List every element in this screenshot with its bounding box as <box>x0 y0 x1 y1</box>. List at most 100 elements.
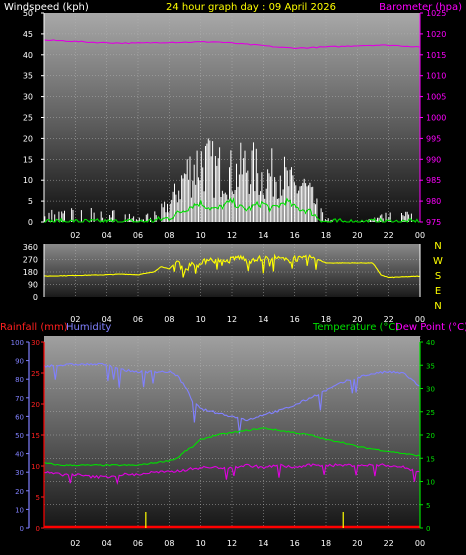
x-tick-label: 10 <box>196 231 206 240</box>
rainfall-tick-label: 0 <box>36 525 40 533</box>
compass-label: N <box>434 241 441 252</box>
wind-tick-label: 5 <box>28 197 33 206</box>
direction-tick-label: 180 <box>23 268 38 277</box>
direction-tick-label: 0 <box>33 293 38 302</box>
compass-label: S <box>435 271 441 282</box>
dewpoint-axis-label: Dew Point (°C) <box>395 322 466 333</box>
barometer-tick-label: 1005 <box>426 93 446 102</box>
wind-average-line <box>44 197 420 224</box>
x-tick-label: 02 <box>70 315 80 324</box>
barometer-tick-label: 975 <box>426 218 441 227</box>
barometer-axis-label: Barometer (hpa) <box>379 2 462 13</box>
humidity-line <box>43 362 421 434</box>
wind-tick-label: 40 <box>23 51 33 60</box>
chart-title: 24 hour graph day : 09 April 2026 <box>166 2 336 13</box>
humidity-tick-label: 30 <box>15 469 24 477</box>
barometer-tick-label: 990 <box>426 155 441 164</box>
compass-label: W <box>433 256 443 267</box>
x-tick-label: 22 <box>384 315 394 324</box>
barometer-tick-label: 1015 <box>426 51 446 60</box>
x-tick-label: 14 <box>258 315 268 324</box>
wind-tick-label: 30 <box>23 93 33 102</box>
compass-label: E <box>435 286 441 297</box>
x-tick-label: 18 <box>321 231 331 240</box>
wind-tick-label: 20 <box>23 134 33 143</box>
x-tick-label: 20 <box>352 539 362 548</box>
x-tick-label: 00 <box>415 315 425 324</box>
wind-tick-label: 35 <box>23 72 33 81</box>
humidity-tick-label: 20 <box>15 488 24 496</box>
x-tick-label: 04 <box>102 231 112 240</box>
x-tick-label: 06 <box>133 231 143 240</box>
temperature-tick-label: 40 <box>426 339 435 347</box>
x-tick-label: 16 <box>290 231 300 240</box>
x-tick-label: 10 <box>196 315 206 324</box>
x-tick-label: 06 <box>133 315 143 324</box>
x-tick-label: 22 <box>384 231 394 240</box>
x-tick-label: 20 <box>352 315 362 324</box>
barometer-tick-label: 980 <box>426 197 441 206</box>
x-tick-label: 22 <box>384 539 394 548</box>
humidity-tick-label: 60 <box>15 413 24 421</box>
x-tick-label: 16 <box>290 315 300 324</box>
rainfall-tick-label: 20 <box>31 401 40 409</box>
barometer-tick-label: 995 <box>426 134 441 143</box>
wind-tick-label: 25 <box>23 114 33 123</box>
temperature-tick-label: 20 <box>426 432 435 440</box>
wind-axis-label: Windspeed (kph) <box>4 2 89 13</box>
humidity-tick-label: 100 <box>11 339 24 347</box>
humidity-tick-label: 40 <box>15 451 24 459</box>
temperature-axis-label: Temperature (°C) <box>312 322 399 333</box>
humidity-tick-label: 70 <box>15 395 24 403</box>
x-tick-label: 02 <box>70 231 80 240</box>
wind-tick-label: 15 <box>23 155 33 164</box>
wind-tick-label: 0 <box>28 218 33 227</box>
barometer-tick-label: 1000 <box>426 114 446 123</box>
barometer-tick-label: 1020 <box>426 30 446 39</box>
x-tick-label: 04 <box>102 315 112 324</box>
rainfall-tick-label: 15 <box>31 432 40 440</box>
direction-tick-label: 360 <box>23 243 38 252</box>
barometer-tick-label: 1025 <box>426 9 446 18</box>
temperature-tick-label: 5 <box>426 502 430 510</box>
barometer-tick-label: 1010 <box>426 72 446 81</box>
x-tick-label: 08 <box>164 539 174 548</box>
x-tick-label: 04 <box>102 539 112 548</box>
temperature-tick-label: 10 <box>426 479 435 487</box>
x-tick-label: 14 <box>258 539 268 548</box>
temperature-tick-label: 25 <box>426 409 435 417</box>
x-tick-label: 16 <box>290 539 300 548</box>
humidity-axis-label: Humidity <box>66 322 111 333</box>
humidity-tick-label: 80 <box>15 376 24 384</box>
barometer-line <box>43 39 421 50</box>
direction-line <box>44 253 421 279</box>
x-tick-label: 12 <box>227 231 237 240</box>
temperature-line <box>43 427 421 467</box>
temperature-tick-label: 0 <box>426 525 430 533</box>
x-tick-label: 20 <box>352 231 362 240</box>
x-tick-label: 10 <box>196 539 206 548</box>
rainfall-tick-label: 10 <box>31 463 40 471</box>
humidity-tick-label: 90 <box>15 358 24 366</box>
temperature-tick-label: 30 <box>426 386 435 394</box>
humidity-tick-label: 0 <box>20 525 24 533</box>
compass-label: N <box>434 301 441 312</box>
humidity-tick-label: 50 <box>15 432 24 440</box>
direction-plot-background <box>44 244 420 297</box>
x-tick-label: 00 <box>415 539 425 548</box>
dewpoint-line <box>43 463 421 485</box>
x-tick-label: 14 <box>258 231 268 240</box>
x-tick-label: 12 <box>227 539 237 548</box>
wind-tick-label: 50 <box>23 9 33 18</box>
wind-tick-label: 10 <box>23 176 33 185</box>
direction-tick-label: 270 <box>23 256 38 265</box>
direction-tick-label: 90 <box>28 281 38 290</box>
wind-tick-label: 45 <box>23 30 33 39</box>
rainfall-tick-label: 30 <box>31 339 40 347</box>
x-tick-label: 06 <box>133 539 143 548</box>
temperature-tick-label: 35 <box>426 362 435 370</box>
x-tick-label: 18 <box>321 315 331 324</box>
x-tick-label: 08 <box>164 315 174 324</box>
